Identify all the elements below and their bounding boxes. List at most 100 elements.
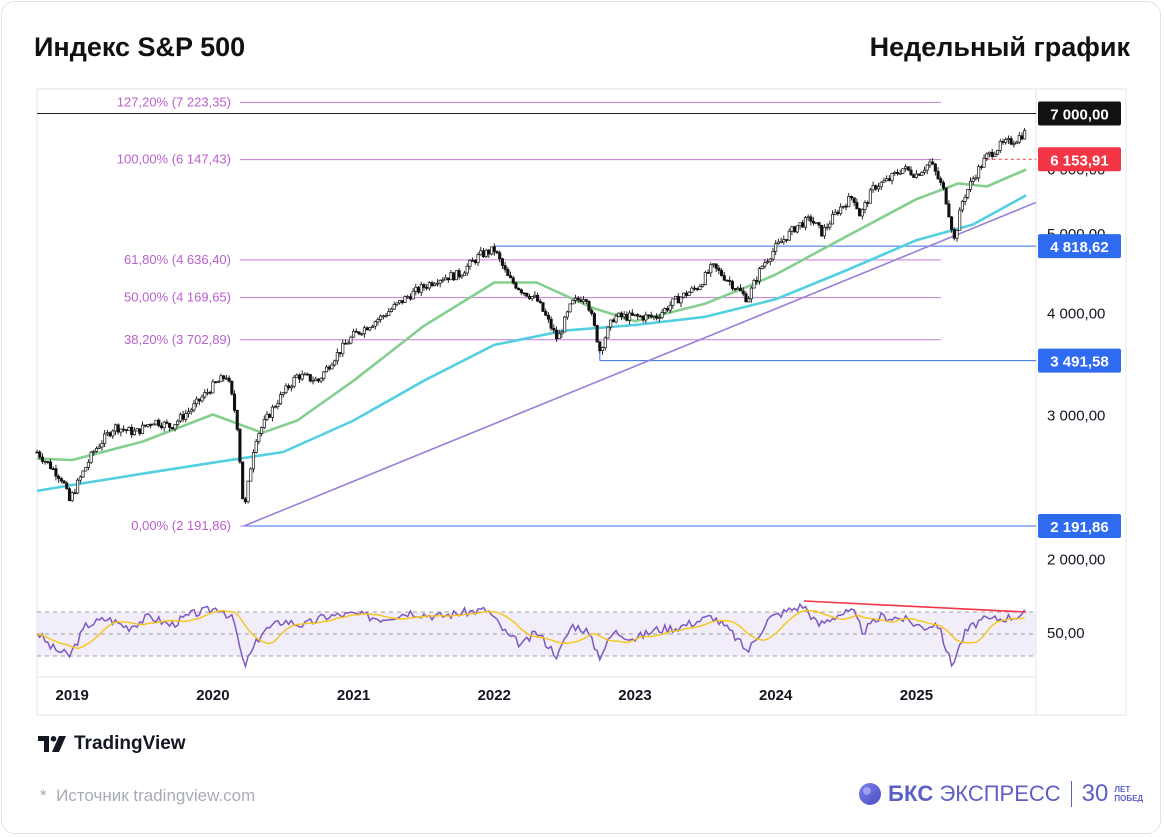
candle-body	[774, 243, 778, 252]
candle-body	[51, 468, 55, 471]
candle-body	[928, 161, 932, 166]
candle-body	[541, 302, 545, 312]
candle-body	[703, 272, 707, 285]
price-label-badge	[1038, 514, 1121, 539]
candle-body	[346, 342, 350, 345]
candle-body	[262, 419, 266, 428]
candle-body	[1017, 135, 1021, 143]
price-label-badge	[1038, 234, 1121, 259]
candle-body	[798, 222, 802, 227]
candle-body	[998, 141, 1002, 151]
candle-body	[449, 272, 453, 281]
candle-body	[111, 430, 115, 437]
price-label-text: 3 491,58	[1050, 354, 1108, 371]
candle-body	[519, 289, 523, 294]
candle-body	[419, 284, 423, 293]
candle-body	[544, 311, 548, 316]
bcs-small-1: ЛЕТ	[1114, 785, 1131, 794]
candle-body	[135, 428, 139, 432]
fib-level-label: 38,20% (3 702,89)	[124, 332, 231, 347]
candle-body	[105, 432, 109, 435]
candle-body	[270, 406, 274, 418]
candle-body	[251, 452, 256, 470]
candle-body	[795, 225, 799, 233]
candle-body	[230, 380, 234, 395]
candle-body	[839, 206, 843, 215]
candle-body	[122, 428, 126, 431]
candle-body	[216, 381, 220, 384]
candle-body	[906, 166, 910, 171]
candle-body	[195, 398, 199, 405]
candle-body	[59, 478, 63, 482]
candle-body	[1014, 141, 1019, 145]
candle-body	[557, 333, 561, 340]
candle-body	[858, 208, 862, 217]
candle-body	[441, 279, 445, 282]
candle-body	[260, 427, 264, 435]
candle-body	[893, 172, 897, 174]
candle-body	[46, 460, 50, 463]
candle-body	[592, 313, 596, 326]
candle-body	[490, 246, 494, 255]
candle-body	[43, 460, 47, 463]
candle-body	[609, 319, 613, 328]
candle-body	[912, 174, 916, 178]
candle-body	[622, 314, 626, 318]
candle-body	[868, 189, 872, 204]
candle-body	[939, 178, 943, 183]
candle-body	[200, 396, 204, 402]
source-star: *	[40, 786, 47, 805]
candle-body	[476, 254, 480, 264]
candle-body	[974, 177, 978, 180]
candle-body	[600, 347, 605, 352]
candle-body	[582, 299, 586, 302]
candle-body	[931, 161, 935, 165]
candle-body	[914, 173, 918, 178]
candle-body	[211, 381, 215, 394]
candle-body	[701, 284, 705, 287]
candle-body	[454, 270, 458, 281]
candle-body	[425, 287, 429, 289]
candle-body	[281, 392, 285, 395]
candle-body	[890, 173, 894, 181]
candle-body	[968, 181, 973, 190]
candle-body	[514, 282, 518, 289]
candle-body	[546, 314, 550, 320]
candle-body	[530, 296, 534, 299]
candle-body	[887, 178, 891, 181]
candle-body	[127, 427, 131, 431]
candle-body	[76, 479, 80, 494]
candle-body	[828, 223, 832, 228]
fib-level-label: 127,20% (7 223,35)	[117, 94, 231, 109]
candle-body	[462, 272, 467, 276]
candle-body	[879, 181, 883, 188]
candle-body	[465, 265, 469, 274]
candle-body	[403, 296, 407, 304]
candle-body	[747, 298, 751, 303]
candle-body	[733, 288, 737, 290]
candle-body	[674, 296, 678, 300]
candle-body	[389, 308, 394, 312]
candle-body	[812, 220, 816, 224]
price-label-text: 2 191,86	[1050, 519, 1108, 536]
rsi-ma-line	[36, 609, 1025, 650]
candle-body	[333, 360, 337, 366]
candle-body	[776, 241, 780, 245]
candle-body	[119, 428, 123, 433]
candle-body	[170, 427, 174, 430]
candle-body	[676, 296, 680, 304]
candle-body	[822, 226, 826, 237]
candle-body	[435, 282, 440, 285]
candle-body	[400, 300, 404, 304]
candle-body	[663, 308, 667, 313]
candle-body	[874, 185, 878, 190]
candle-body	[1006, 138, 1010, 141]
candle-body	[303, 373, 307, 376]
candle-body	[595, 325, 599, 343]
candle-body	[284, 385, 288, 394]
candle-body	[422, 284, 426, 288]
tradingview-logo: TradingView	[38, 733, 186, 755]
candle-body	[766, 261, 770, 264]
candle-body	[238, 429, 242, 463]
candle-body	[941, 182, 946, 189]
